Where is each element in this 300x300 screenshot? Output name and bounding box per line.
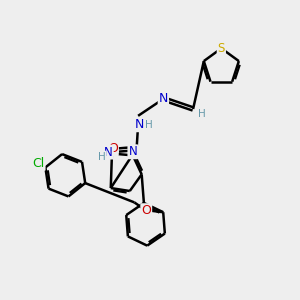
Text: H: H <box>197 109 205 119</box>
Text: Cl: Cl <box>32 157 45 170</box>
Text: S: S <box>218 42 225 55</box>
Text: O: O <box>141 204 151 217</box>
Text: N: N <box>135 118 144 131</box>
Text: O: O <box>108 142 118 155</box>
Text: N: N <box>128 145 137 158</box>
Text: N: N <box>159 92 168 105</box>
Text: N: N <box>104 146 113 159</box>
Text: H: H <box>98 152 105 161</box>
Text: H: H <box>145 120 152 130</box>
